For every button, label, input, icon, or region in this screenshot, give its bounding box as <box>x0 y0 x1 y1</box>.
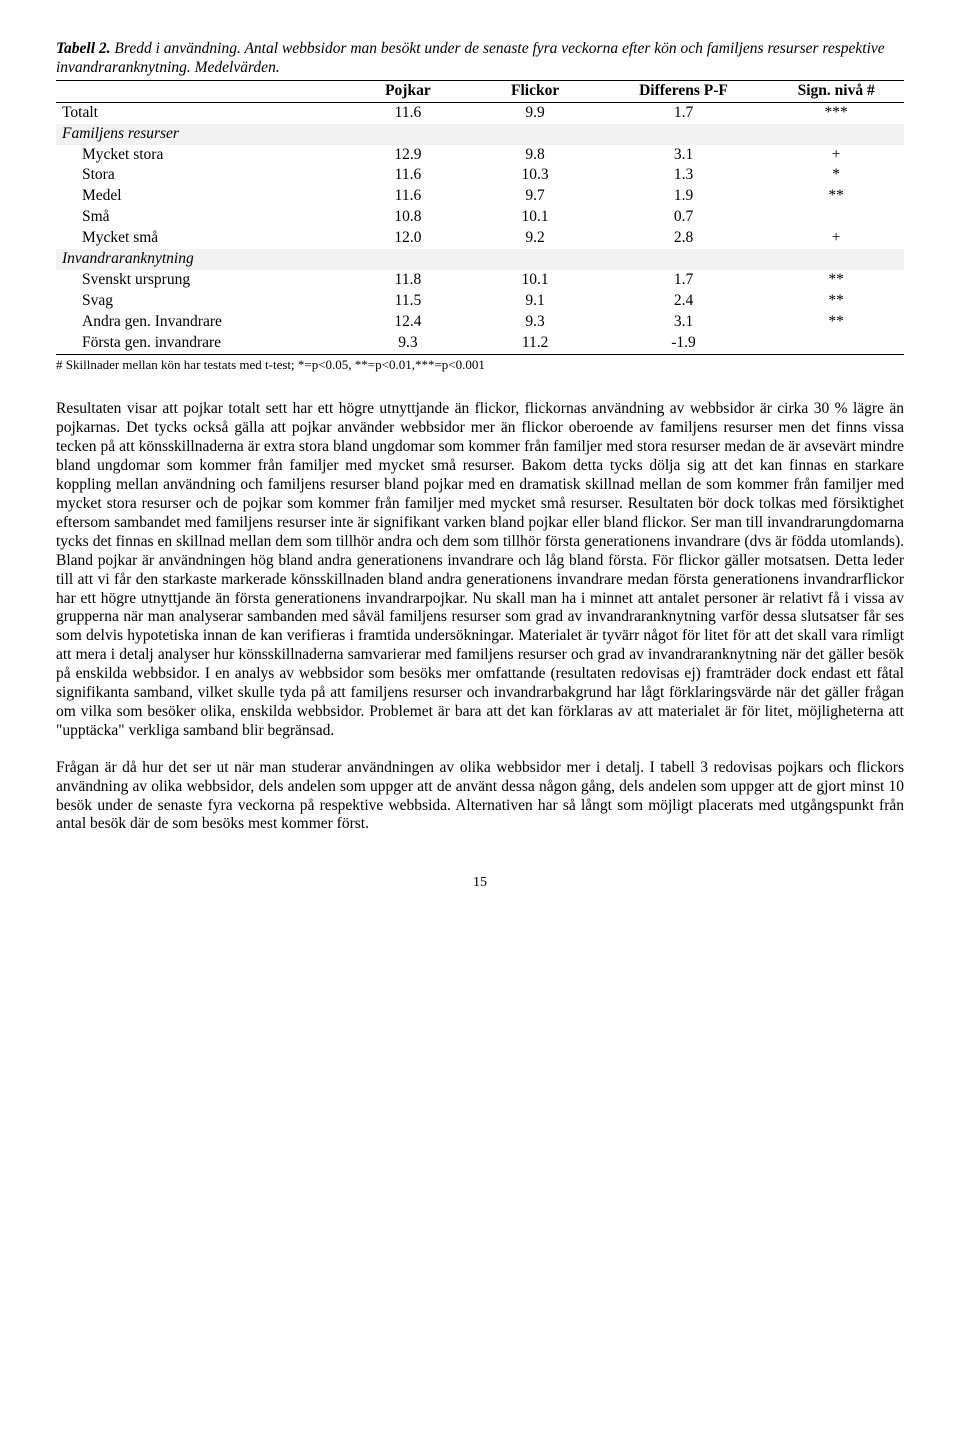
table-cell: 3.1 <box>599 145 769 166</box>
col-header: Differens P-F <box>599 80 769 102</box>
table-cell: Svenskt ursprung <box>56 270 344 291</box>
table-cell: 12.4 <box>344 312 471 333</box>
table-cell: Mycket stora <box>56 145 344 166</box>
table-cell: 11.8 <box>344 270 471 291</box>
table-cell: -1.9 <box>599 333 769 354</box>
table-cell: 9.2 <box>472 228 599 249</box>
table-cell: ** <box>768 291 904 312</box>
table-cell: Första gen. invandrare <box>56 333 344 354</box>
table-cell: 12.9 <box>344 145 471 166</box>
table-cell <box>472 249 599 270</box>
table-cell: 9.3 <box>472 312 599 333</box>
data-table: Pojkar Flickor Differens P-F Sign. nivå … <box>56 80 904 355</box>
table-cell: 1.3 <box>599 165 769 186</box>
table-cell: 10.1 <box>472 270 599 291</box>
table-cell <box>599 124 769 145</box>
table-cell: 11.6 <box>344 102 471 123</box>
table-cell <box>768 124 904 145</box>
table-cell <box>344 124 471 145</box>
table-cell: 10.3 <box>472 165 599 186</box>
col-header: Flickor <box>472 80 599 102</box>
table-cell: 11.6 <box>344 165 471 186</box>
table-row: Svag11.59.12.4** <box>56 291 904 312</box>
table-cell: Stora <box>56 165 344 186</box>
table-cell <box>344 249 471 270</box>
table-cell <box>768 207 904 228</box>
table-cell: 12.0 <box>344 228 471 249</box>
table-cell: Totalt <box>56 102 344 123</box>
table-row: Invandraranknytning <box>56 249 904 270</box>
col-header: Sign. nivå # <box>768 80 904 102</box>
table-row: Små10.810.10.7 <box>56 207 904 228</box>
table-cell: Invandraranknytning <box>56 249 344 270</box>
page-number: 15 <box>56 874 904 891</box>
table-cell: 2.8 <box>599 228 769 249</box>
table-cell <box>768 333 904 354</box>
table-cell: 9.7 <box>472 186 599 207</box>
table-cell: 1.9 <box>599 186 769 207</box>
table-row: Mycket stora12.99.83.1+ <box>56 145 904 166</box>
table-cell: 9.3 <box>344 333 471 354</box>
table-cell: 10.1 <box>472 207 599 228</box>
col-header <box>56 80 344 102</box>
table-cell: ** <box>768 270 904 291</box>
body-paragraph: Resultaten visar att pojkar totalt sett … <box>56 400 904 740</box>
table-row: Familjens resurser <box>56 124 904 145</box>
table-header-row: Pojkar Flickor Differens P-F Sign. nivå … <box>56 80 904 102</box>
table-cell <box>768 249 904 270</box>
table-cell: ** <box>768 312 904 333</box>
table-cell: ** <box>768 186 904 207</box>
table-cell: Små <box>56 207 344 228</box>
table-cell: 2.4 <box>599 291 769 312</box>
table-cell: *** <box>768 102 904 123</box>
table-footnote: # Skillnader mellan kön har testats med … <box>56 357 904 373</box>
table-cell: Familjens resurser <box>56 124 344 145</box>
caption-lead: Tabell 2. <box>56 40 111 57</box>
table-cell: Mycket små <box>56 228 344 249</box>
table-cell: + <box>768 145 904 166</box>
table-cell: 9.9 <box>472 102 599 123</box>
table-row: Svenskt ursprung11.810.11.7** <box>56 270 904 291</box>
table-row: Stora11.610.31.3* <box>56 165 904 186</box>
table-row: Totalt11.69.91.7*** <box>56 102 904 123</box>
table-cell: 11.5 <box>344 291 471 312</box>
table-cell: 1.7 <box>599 102 769 123</box>
table-cell: 0.7 <box>599 207 769 228</box>
table-cell: 11.2 <box>472 333 599 354</box>
caption-rest: Bredd i användning. Antal webbsidor man … <box>56 40 885 76</box>
table-cell: 11.6 <box>344 186 471 207</box>
table-cell: + <box>768 228 904 249</box>
table-cell <box>599 249 769 270</box>
table-cell: Andra gen. Invandrare <box>56 312 344 333</box>
table-cell: 9.8 <box>472 145 599 166</box>
table-row: Första gen. invandrare9.311.2-1.9 <box>56 333 904 354</box>
table-cell: * <box>768 165 904 186</box>
table-caption: Tabell 2. Bredd i användning. Antal webb… <box>56 40 904 78</box>
table-cell: Medel <box>56 186 344 207</box>
table-cell <box>472 124 599 145</box>
table-row: Medel11.69.71.9** <box>56 186 904 207</box>
body-paragraph: Frågan är då hur det ser ut när man stud… <box>56 759 904 835</box>
table-cell: 1.7 <box>599 270 769 291</box>
table-cell: 9.1 <box>472 291 599 312</box>
table-row: Mycket små12.09.22.8+ <box>56 228 904 249</box>
table-cell: 3.1 <box>599 312 769 333</box>
table-row: Andra gen. Invandrare12.49.33.1** <box>56 312 904 333</box>
col-header: Pojkar <box>344 80 471 102</box>
table-cell: Svag <box>56 291 344 312</box>
table-cell: 10.8 <box>344 207 471 228</box>
